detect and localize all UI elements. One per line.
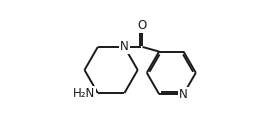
Text: N: N <box>179 88 188 101</box>
Text: O: O <box>137 19 147 32</box>
Text: N: N <box>120 40 129 53</box>
Text: H₂N: H₂N <box>72 87 95 100</box>
